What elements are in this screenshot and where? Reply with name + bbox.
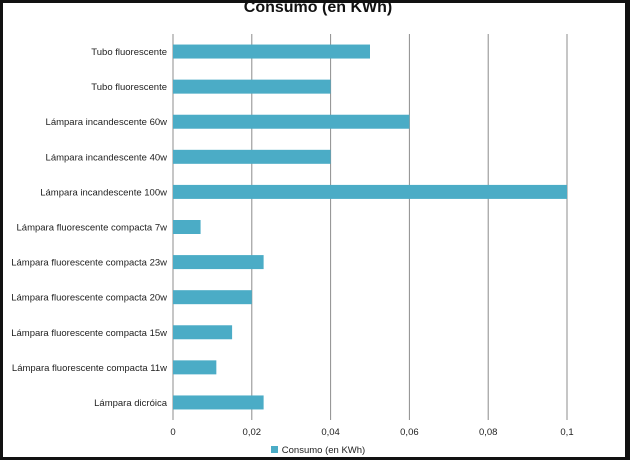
x-tick-label: 0,06 <box>400 427 419 438</box>
bar <box>173 220 201 234</box>
category-label: Lámpara fluorescente compacta 15w <box>11 328 167 339</box>
category-label: Lámpara incandescente 100w <box>40 187 167 198</box>
x-tick-label: 0,08 <box>479 427 498 438</box>
category-label: Lámpara fluorescente compacta 7w <box>17 223 168 234</box>
category-label-layer: Tubo fluorescente Tubo fluorescente Lámpar… <box>11 47 167 409</box>
bar <box>173 325 233 340</box>
category-label: Tubo fluorescente <box>91 82 167 93</box>
bar <box>173 79 331 94</box>
category-label: Lámpara incandescente 60w <box>46 117 168 128</box>
bar <box>173 290 252 305</box>
chart-plot: Tubo fluorescente Tubo fluorescente Lámpar… <box>11 34 574 438</box>
x-tick-label: 0 <box>170 427 175 438</box>
x-tick-label: 0,02 <box>243 427 262 438</box>
bar <box>173 360 217 375</box>
chart-title: Consumo (en KWh) <box>243 0 393 16</box>
legend-swatch <box>270 445 278 453</box>
bar <box>173 149 331 164</box>
category-label: Lámpara fluorescente compacta 20w <box>11 293 167 304</box>
x-tick-label: 0,1 <box>560 427 573 438</box>
category-label: Lámpara incandescente 40w <box>46 152 168 163</box>
bar <box>173 255 264 270</box>
bar <box>173 114 410 129</box>
tick-label-layer: 0 0,02 0,04 0,06 0,08 0,1 <box>170 427 573 438</box>
category-label: Lámpara fluorescente compacta 11w <box>12 363 167 374</box>
bar <box>173 184 567 199</box>
bar <box>173 395 264 410</box>
legend: Consumo (en KWh) <box>3 445 630 456</box>
x-tick-label: 0,04 <box>321 427 340 438</box>
category-label: Tubo fluorescente <box>91 47 167 58</box>
legend-label: Consumo (en KWh) <box>281 445 366 456</box>
category-label: Lámpara dicróica <box>94 398 168 409</box>
bar-layer <box>173 44 567 410</box>
bar <box>173 44 370 59</box>
grid-layer <box>172 34 568 420</box>
category-label: Lámpara fluorescente compacta 23w <box>11 258 167 269</box>
